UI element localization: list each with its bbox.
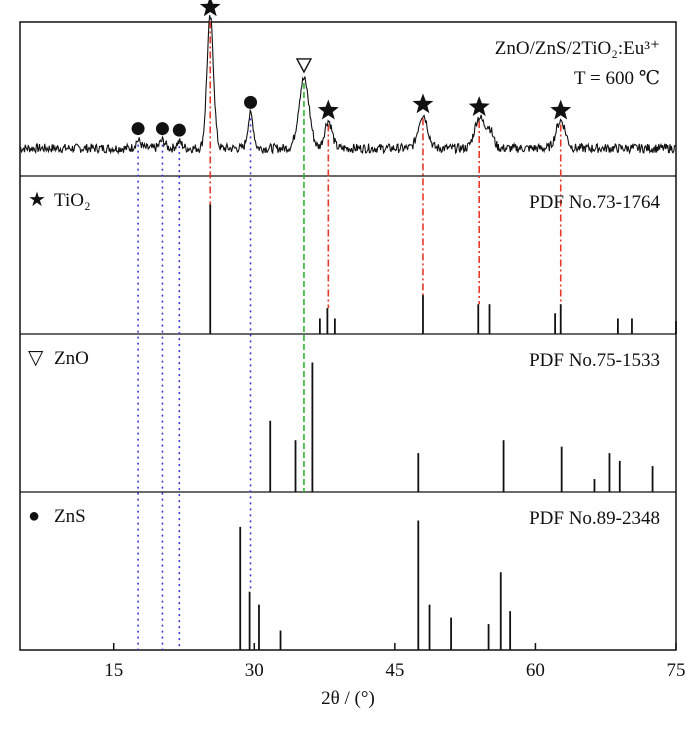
star-marker: [468, 96, 490, 116]
guide-lines: [137, 21, 562, 650]
pdf-card-label: PDF No.75-1533: [529, 350, 660, 371]
circle-marker: [172, 123, 186, 137]
x-tick-label: 60: [526, 660, 545, 681]
x-tick-label: 15: [104, 660, 123, 681]
circle-marker: [131, 122, 145, 136]
phase-symbol: ▽: [28, 347, 44, 369]
star-marker: [412, 93, 434, 114]
phase-name: TiO₂: [54, 190, 91, 211]
x-axis: 15 30 45 60 75 2θ / (°): [104, 643, 686, 709]
peak-markers: [131, 0, 572, 137]
star-marker: [550, 99, 572, 120]
reference-sticks: [209, 204, 677, 650]
sample-label: ZnO/ZnS/2TiO₂:Eu³⁺: [495, 38, 660, 59]
phase-name: ZnO: [54, 348, 89, 369]
star-marker: [199, 0, 221, 17]
pdf-card-label: PDF No.89-2348: [529, 508, 660, 529]
x-tick-label: 45: [385, 660, 404, 681]
phase-name: ZnS: [54, 506, 86, 527]
sample-pattern: [19, 15, 677, 155]
circle-marker: [244, 95, 258, 109]
xrd-curve: [19, 15, 677, 155]
x-tick-label: 30: [245, 660, 264, 681]
panel-labels: ZnO/ZnS/2TiO₂:Eu³⁺ T = 600 ℃ ★ TiO₂ PDF No.7…: [28, 38, 660, 529]
circle-marker: [155, 122, 169, 136]
phase-symbol: ★: [28, 189, 46, 211]
plot-frame: [19, 21, 677, 651]
x-axis-label: 2θ / (°): [321, 688, 375, 709]
pdf-card-label: PDF No.73-1764: [529, 192, 660, 213]
panel-frames: [19, 21, 677, 651]
x-tick-label: 75: [667, 660, 686, 681]
temperature-label: T = 600 ℃: [574, 68, 660, 89]
triangle-marker: [295, 58, 313, 74]
star-marker: [317, 99, 339, 120]
phase-symbol: ●: [28, 505, 40, 527]
